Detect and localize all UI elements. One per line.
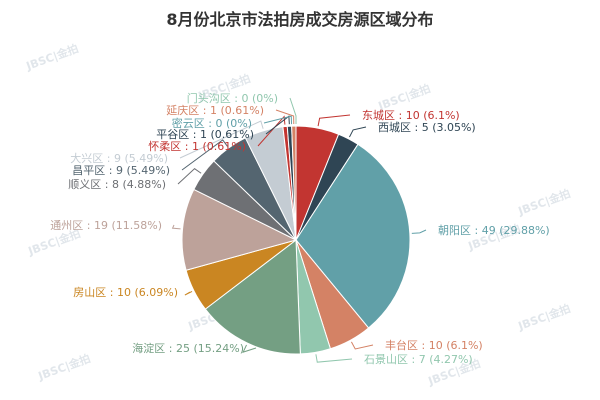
watermark-text: JBSC|金拍 xyxy=(23,41,80,73)
leader-line-密云区 xyxy=(263,115,293,125)
slice-label-大兴区: 大兴区 : 9 (5.49%) xyxy=(70,151,168,165)
pie-slice-朝阳区[interactable] xyxy=(295,143,411,329)
leader-line-延庆区 xyxy=(275,109,295,125)
leader-line-东城区 xyxy=(317,114,351,127)
slice-label-西城区: 西城区 : 5 (3.05%) xyxy=(378,121,476,134)
watermark-text: JBSC|金拍 xyxy=(515,301,572,333)
slice-label-平谷区: 平谷区 : 1 (0.61%) xyxy=(156,128,254,141)
slice-label-丰台区: 丰台区 : 10 (6.1%) xyxy=(385,338,483,352)
leader-line-怀柔区 xyxy=(257,115,286,147)
slice-label-昌平区: 昌平区 : 9 (5.49%) xyxy=(72,164,170,177)
leader-line-昌平区 xyxy=(181,139,228,171)
leader-line-西城区 xyxy=(349,126,367,138)
leader-line-大兴区 xyxy=(179,120,264,159)
slice-label-石景山区: 石景山区 : 7 (4.27%) xyxy=(364,353,473,366)
slice-label-朝阳区: 朝阳区 : 49 (29.88%) xyxy=(438,224,550,237)
pie-slice-海淀区[interactable] xyxy=(204,239,301,355)
slice-label-延庆区: 延庆区 : 1 (0.61%) xyxy=(166,103,264,117)
slice-label-房山区: 房山区 : 10 (6.09%) xyxy=(73,286,178,299)
slice-label-密云区: 密云区 : 0 (0%) xyxy=(172,116,252,130)
slice-label-怀柔区: 怀柔区 : 1 (0.61%) xyxy=(148,140,246,153)
watermark-text: JBSC|金拍 xyxy=(35,351,92,383)
pie-slice-通州区[interactable] xyxy=(181,188,298,271)
slice-label-门头沟区: 门头沟区 : 0 (0%) xyxy=(187,91,278,105)
slice-label-顺义区: 顺义区 : 8 (4.88%) xyxy=(68,178,166,191)
leader-line-石景山区 xyxy=(315,354,353,363)
leader-line-丰台区 xyxy=(350,341,374,350)
watermark-text: JBSC|金拍 xyxy=(515,186,572,218)
slice-label-东城区: 东城区 : 10 (6.1%) xyxy=(362,109,460,122)
leader-line-朝阳区 xyxy=(411,229,427,234)
chart-title: 8月份北京市法拍房成交房源区域分布 xyxy=(166,10,434,29)
leader-line-门头沟区 xyxy=(289,97,297,124)
slice-label-通州区: 通州区 : 19 (11.58%) xyxy=(50,219,162,232)
pie-slice-延庆区[interactable] xyxy=(291,125,297,241)
leader-line-房山区 xyxy=(184,291,193,296)
leader-line-通州区 xyxy=(171,224,181,230)
leader-line-海淀区 xyxy=(242,344,257,353)
leader-line-顺义区 xyxy=(177,168,202,185)
slice-label-海淀区: 海淀区 : 25 (15.24%) xyxy=(132,341,244,355)
